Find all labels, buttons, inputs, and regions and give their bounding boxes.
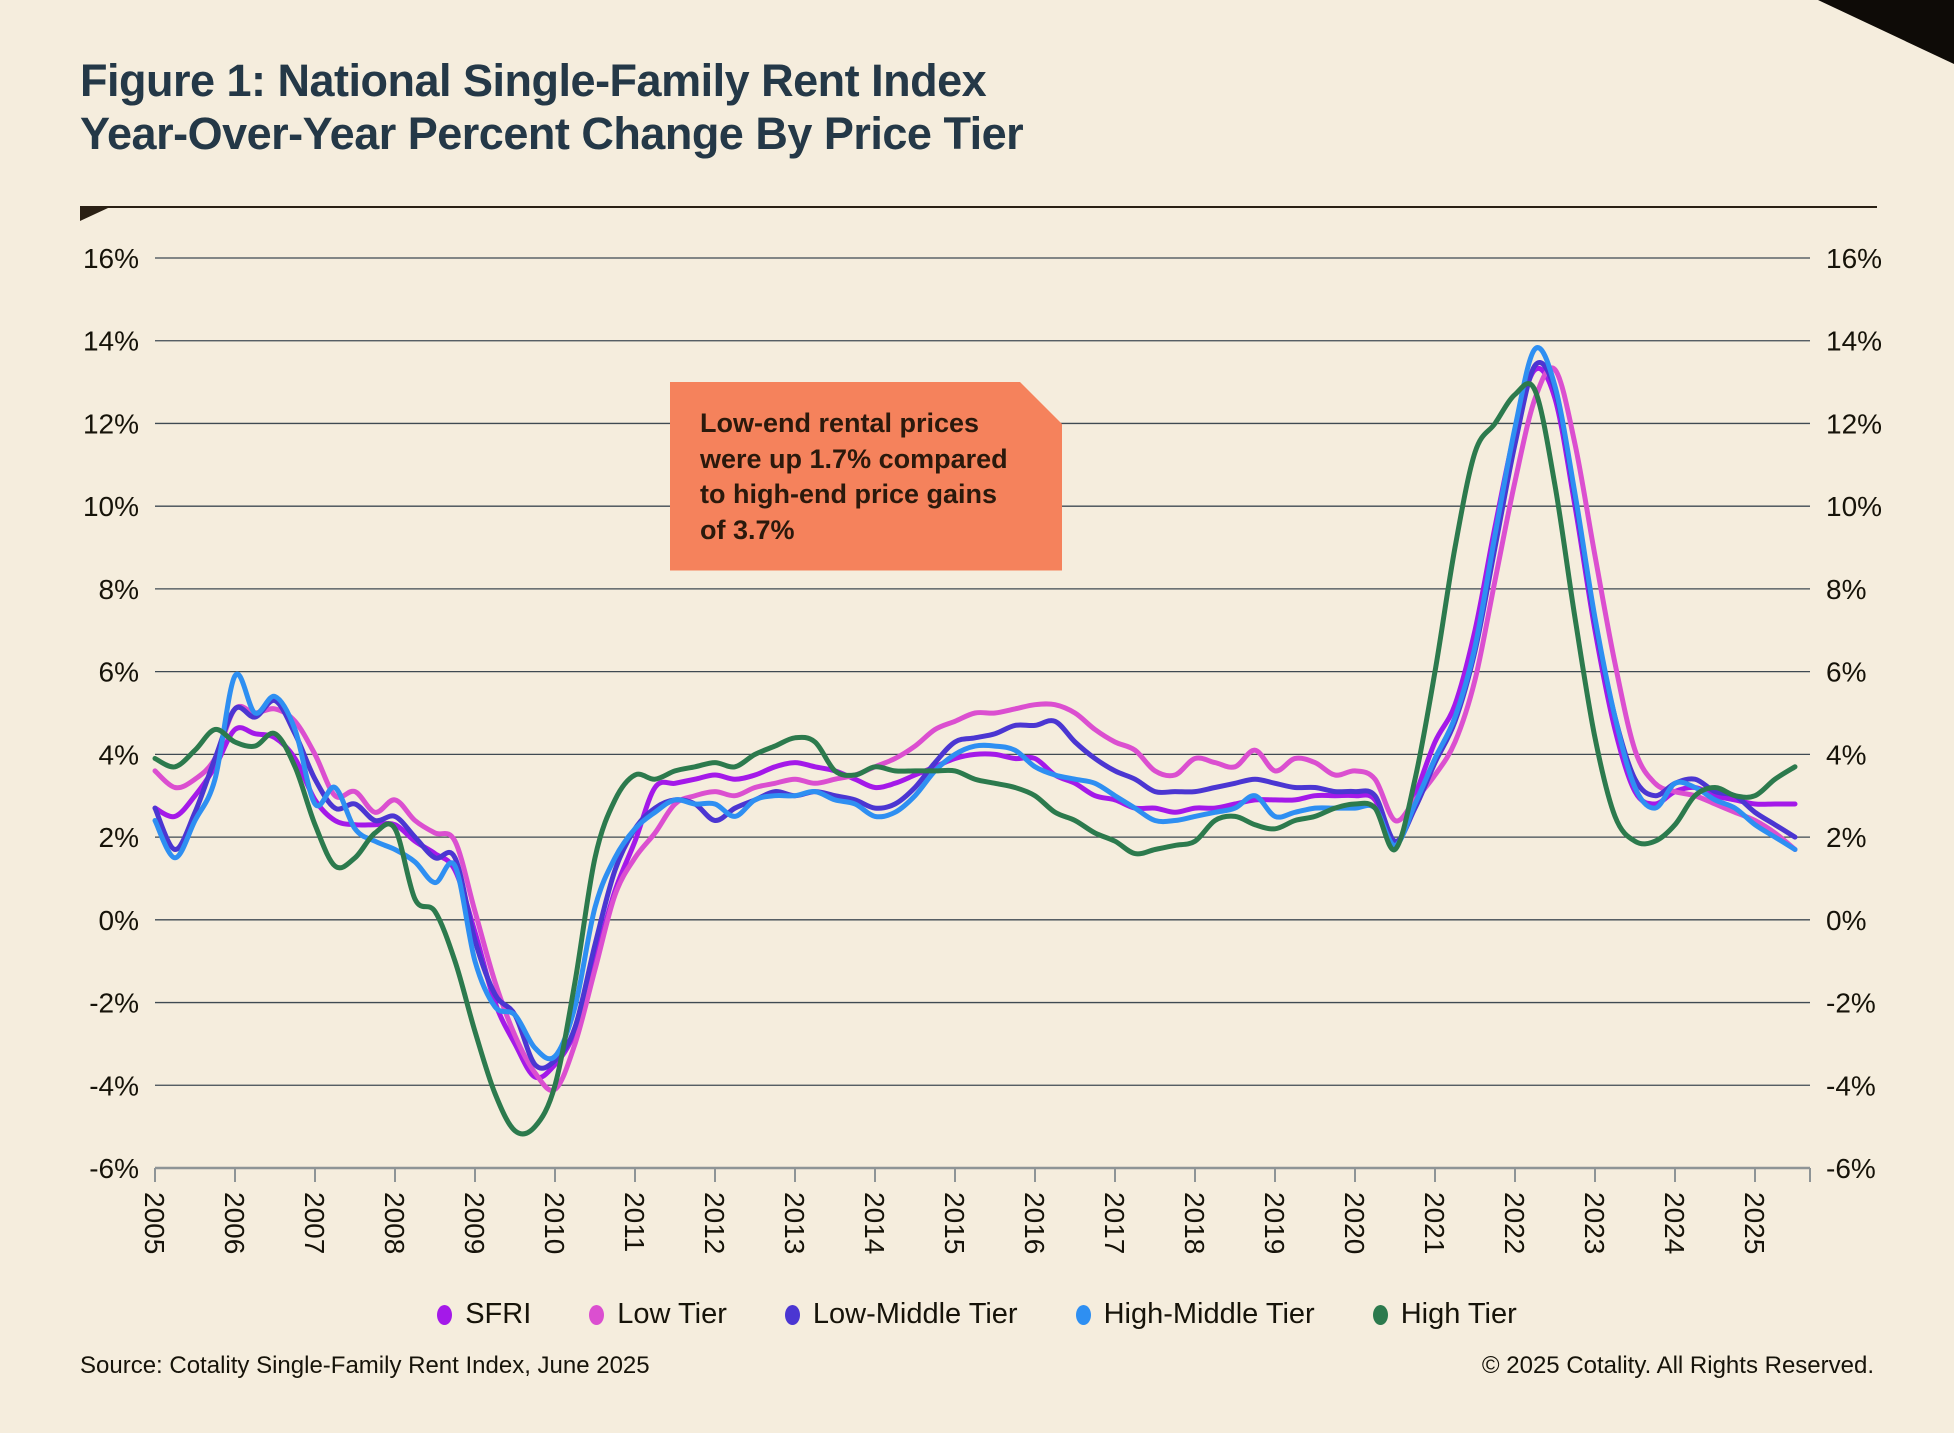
- y-tick-label-right-12: 12%: [1826, 408, 1882, 439]
- legend-item-high-tier: High Tier: [1372, 1298, 1517, 1331]
- y-tick-label-left-4: 4%: [99, 739, 139, 770]
- y-tick-label-left--2: -2%: [89, 988, 139, 1019]
- x-tick-label-2009: 2009: [459, 1192, 490, 1254]
- x-tick-label-2006: 2006: [219, 1192, 250, 1254]
- y-tick-label-right-2: 2%: [1826, 822, 1866, 853]
- x-tick-label-2023: 2023: [1579, 1192, 1610, 1254]
- y-tick-label-right--6: -6%: [1826, 1153, 1876, 1184]
- legend-label-high-tier: High Tier: [1400, 1298, 1517, 1330]
- series-line-high-middle-tier: [152, 345, 1798, 1062]
- x-tick-label-2016: 2016: [1019, 1192, 1050, 1254]
- y-tick-label-left-12: 12%: [83, 408, 139, 439]
- annotation-line: Low-end rental prices: [700, 408, 980, 438]
- page-title: Figure 1: National Single-Family Rent In…: [80, 54, 1024, 160]
- legend-item-sfri: SFRI: [437, 1298, 531, 1331]
- y-tick-label-right-10: 10%: [1826, 491, 1882, 522]
- y-tick-label-left-16: 16%: [83, 243, 139, 274]
- x-tick-label-2008: 2008: [379, 1192, 410, 1254]
- x-tick-label-2021: 2021: [1419, 1192, 1450, 1254]
- x-tick-label-2011: 2011: [619, 1192, 650, 1252]
- chart-legend: SFRI Low Tier Low-Middle Tier High-Middle T…: [0, 1298, 1954, 1331]
- y-tick-label-right-6: 6%: [1826, 657, 1866, 688]
- legend-item-low-tier: Low Tier: [589, 1298, 727, 1331]
- x-tick-label-2025: 2025: [1739, 1192, 1770, 1254]
- title-divider-rule: [80, 206, 1877, 208]
- footer: Source: Cotality Single-Family Rent Inde…: [80, 1352, 1874, 1380]
- y-tick-label-left--4: -4%: [89, 1070, 139, 1101]
- copyright-note: © 2025 Cotality. All Rights Reserved.: [1481, 1352, 1874, 1379]
- legend-item-low-middle-tier: Low-Middle Tier: [784, 1298, 1018, 1331]
- x-tick-label-2020: 2020: [1339, 1192, 1370, 1254]
- series-line-high-tier: [152, 381, 1798, 1137]
- y-tick-label-left-6: 6%: [99, 657, 139, 688]
- title-line-2: Year-Over-Year Percent Change By Price T…: [80, 108, 1024, 160]
- legend-label-high-middle-tier: High-Middle Tier: [1103, 1298, 1315, 1330]
- legend-dot-sfri: [437, 1304, 453, 1325]
- legend-label-low-tier: Low Tier: [617, 1298, 727, 1330]
- legend-item-high-middle-tier: High-Middle Tier: [1075, 1298, 1315, 1331]
- legend-label-low-middle-tier: Low-Middle Tier: [812, 1298, 1018, 1330]
- y-tick-label-right-14: 14%: [1826, 326, 1882, 357]
- y-tick-label-left--6: -6%: [89, 1153, 139, 1184]
- y-tick-label-right-4: 4%: [1826, 739, 1866, 770]
- series-line-low-middle-tier: [152, 360, 1798, 1071]
- y-tick-label-right-0: 0%: [1826, 905, 1866, 936]
- series-line-low-tier: [152, 365, 1798, 1093]
- legend-dot-low-tier: [589, 1304, 605, 1325]
- y-tick-label-right--4: -4%: [1826, 1070, 1876, 1101]
- source-note: Source: Cotality Single-Family Rent Inde…: [80, 1352, 650, 1379]
- x-tick-label-2019: 2019: [1259, 1192, 1290, 1254]
- legend-dot-low-middle-tier: [784, 1304, 800, 1325]
- y-tick-label-left-0: 0%: [99, 905, 139, 936]
- x-tick-label-2010: 2010: [539, 1192, 570, 1254]
- y-tick-label-left-2: 2%: [99, 822, 139, 853]
- legend-label-sfri: SFRI: [465, 1298, 532, 1330]
- y-tick-label-right--2: -2%: [1826, 988, 1876, 1019]
- x-tick-label-2017: 2017: [1099, 1192, 1130, 1254]
- x-tick-label-2012: 2012: [699, 1192, 730, 1254]
- title-line-1: Figure 1: National Single-Family Rent In…: [80, 55, 987, 106]
- legend-dot-high-middle-tier: [1075, 1304, 1091, 1325]
- x-tick-label-2024: 2024: [1659, 1192, 1690, 1254]
- annotation-line: were up 1.7% compared: [700, 443, 1008, 474]
- y-tick-label-right-16: 16%: [1826, 243, 1882, 274]
- y-tick-label-left-8: 8%: [99, 574, 139, 605]
- x-tick-label-2005: 2005: [139, 1192, 170, 1254]
- y-tick-label-left-14: 14%: [83, 326, 139, 357]
- legend-dot-high-tier: [1372, 1304, 1388, 1325]
- y-tick-label-right-8: 8%: [1826, 574, 1866, 605]
- y-tick-label-left-10: 10%: [83, 491, 139, 522]
- x-tick-label-2013: 2013: [779, 1192, 810, 1254]
- x-tick-label-2018: 2018: [1179, 1192, 1210, 1254]
- x-tick-label-2014: 2014: [859, 1192, 890, 1254]
- x-tick-label-2015: 2015: [939, 1192, 970, 1254]
- annotation-line: to high-end price gains: [700, 479, 998, 510]
- callout-annotation: Low-end rental prices were up 1.7% compa…: [670, 382, 1062, 571]
- x-tick-label-2022: 2022: [1499, 1192, 1530, 1254]
- annotation-line: of 3.7%: [700, 514, 795, 545]
- x-tick-label-2007: 2007: [299, 1192, 330, 1254]
